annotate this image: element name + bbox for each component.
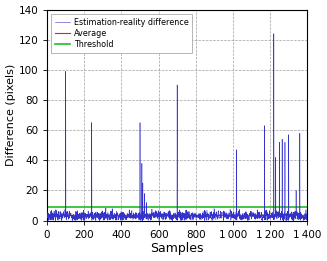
Estimation-reality difference [108,209,112,212]
Legend: Estimation-reality difference, Average, Threshold: Estimation-reality difference, Average, … [51,14,193,53]
Estimation-reality difference [182,212,186,215]
X-axis label: Samples: Samples [150,242,204,256]
Line: Estimation-reality difference: Estimation-reality difference [47,34,307,221]
Average [135,214,139,217]
Estimation-reality difference [60,219,64,222]
Estimation-reality difference [45,210,49,213]
Average [108,214,112,217]
Average [45,214,49,217]
Average [256,214,260,217]
Average [181,214,185,217]
Estimation-reality difference [165,214,169,217]
Y-axis label: Difference (pixels): Difference (pixels) [6,64,16,166]
Average [305,214,309,217]
Estimation-reality difference [135,212,139,215]
Estimation-reality difference [305,212,309,216]
Estimation-reality difference [301,216,305,219]
Estimation-reality difference [272,32,276,35]
Threshold [45,205,49,209]
Threshold [45,205,49,209]
Average [165,214,169,217]
Estimation-reality difference [256,211,260,214]
Average [301,214,305,217]
